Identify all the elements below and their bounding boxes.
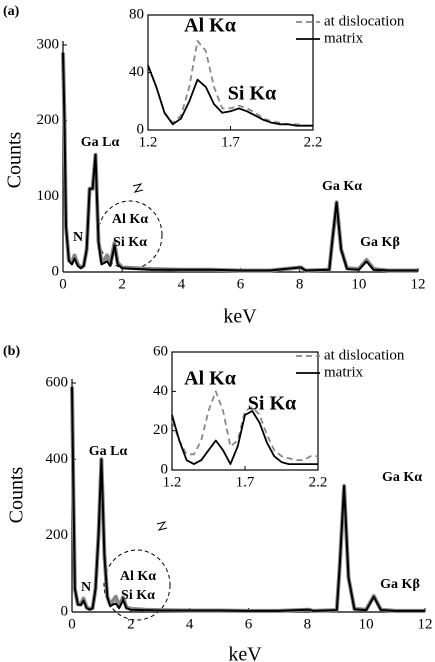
y-tick-label: 100 — [37, 188, 60, 204]
x-tick-label: 10 — [359, 616, 374, 632]
spectrum-line — [171, 410, 318, 465]
y-tick-label: 20 — [153, 422, 168, 438]
y-tick-label: 0 — [161, 461, 169, 477]
spectrum-line — [62, 52, 418, 272]
y-tick-label: 600 — [46, 374, 69, 390]
y-tick-label: 60 — [153, 343, 168, 359]
y-tick-label: 400 — [46, 451, 69, 467]
x-tick-label: 2 — [127, 616, 135, 632]
x-axis-label: keV — [228, 644, 262, 662]
legend-label: matrix — [324, 364, 364, 380]
peak-label: Si Kα — [121, 588, 155, 603]
peak-label: Ga Kβ — [380, 577, 420, 592]
y-tick-label: 0 — [52, 263, 60, 279]
legend-label: matrix — [324, 30, 364, 46]
peak-label: Ga Kα — [382, 470, 422, 485]
x-tick-label: 4 — [178, 276, 186, 292]
x-tick-label: 0 — [59, 276, 67, 292]
y-tick-label: 0 — [137, 121, 145, 137]
x-tick-label: 10 — [351, 276, 366, 292]
x-tick-label: 2.2 — [304, 134, 323, 150]
y-axis-label: Counts — [6, 466, 28, 523]
x-tick-label: 6 — [245, 616, 253, 632]
x-tick-label: 4 — [186, 616, 194, 632]
spectrum-line — [147, 64, 313, 127]
peak-label: Ga Kβ — [360, 235, 400, 250]
x-tick-label: 8 — [296, 276, 304, 292]
glyph — [132, 183, 144, 193]
x-tick-label: 6 — [237, 276, 245, 292]
peak-label: N — [73, 230, 83, 245]
glyph — [156, 521, 168, 531]
peak-label: Ga Lα — [81, 135, 120, 150]
highlight-circle — [103, 549, 171, 621]
peak-label: Al Kα — [120, 569, 156, 584]
x-tick-label: 1.7 — [236, 474, 255, 490]
peak-label: N — [81, 580, 91, 595]
legend-label: at dislocation — [324, 13, 405, 29]
peak-label: Al Kα — [184, 15, 236, 37]
y-tick-label: 300 — [37, 36, 60, 52]
x-tick-label: 1.2 — [163, 474, 182, 490]
peak-label: Si Kα — [228, 83, 276, 105]
y-tick-label: 0 — [61, 603, 69, 619]
y-tick-label: 40 — [153, 383, 168, 399]
x-tick-label: 2.2 — [309, 474, 328, 490]
x-tick-label: 2 — [118, 276, 126, 292]
y-tick-label: 200 — [46, 527, 69, 543]
x-tick-label: 12 — [411, 276, 426, 292]
peak-label: Ga Kα — [322, 179, 362, 194]
x-tick-label: 0 — [68, 616, 76, 632]
x-tick-label: 1.7 — [221, 134, 240, 150]
y-tick-label: 200 — [37, 112, 60, 128]
peak-label: Al Kα — [184, 368, 236, 390]
spectrum-line — [71, 386, 425, 612]
y-axis-label: Counts — [4, 131, 26, 188]
peak-label: Si Kα — [113, 235, 147, 250]
inset-frame — [171, 351, 319, 471]
peak-label: Ga Lα — [89, 444, 128, 459]
x-tick-label: 1.2 — [139, 134, 158, 150]
x-tick-label: 12 — [418, 616, 433, 632]
peak-label: Al Kα — [112, 212, 148, 227]
y-tick-label: 80 — [129, 6, 144, 22]
y-tick-label: 40 — [129, 64, 144, 80]
x-axis-label: keV — [223, 306, 257, 328]
peak-label: Si Kα — [248, 393, 296, 415]
panel-label: (b) — [3, 344, 20, 359]
panel-label: (a) — [3, 4, 20, 19]
legend-label: at dislocation — [324, 347, 405, 363]
x-tick-label: 8 — [304, 616, 312, 632]
